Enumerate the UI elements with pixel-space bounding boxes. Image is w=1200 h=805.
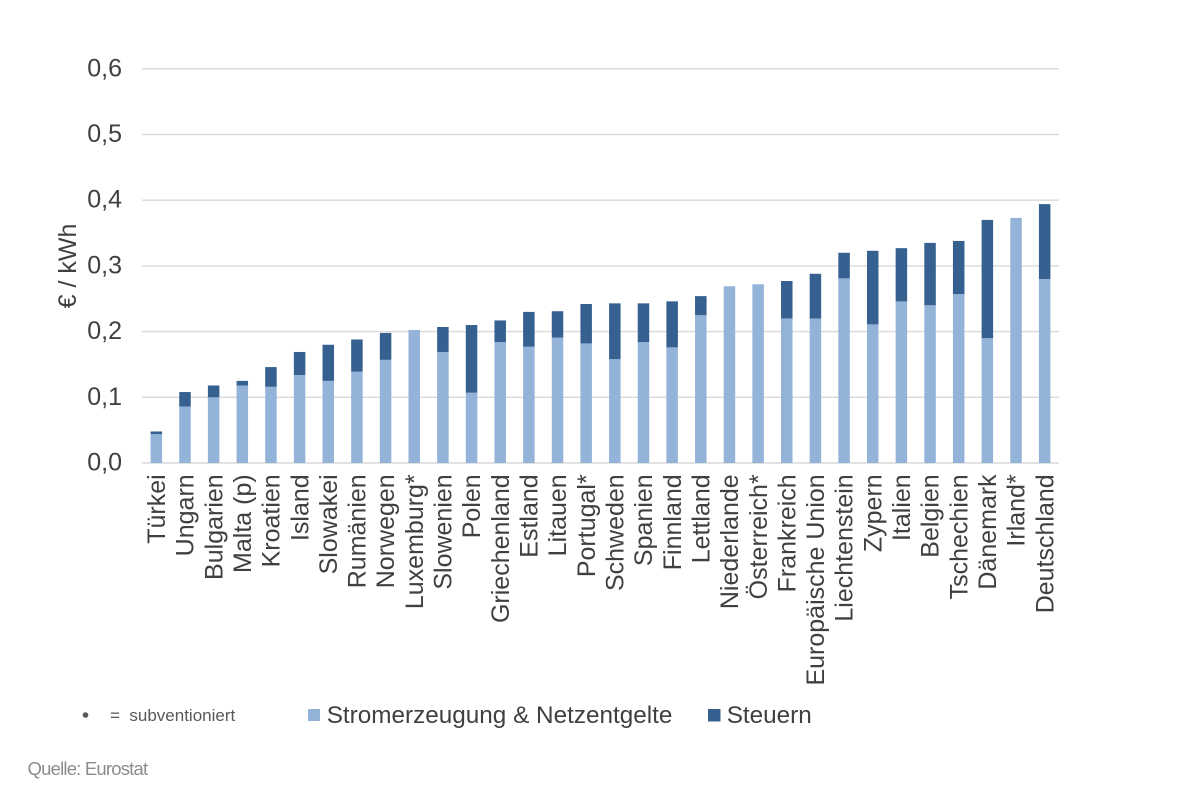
svg-text:0,5: 0,5 [87,120,122,148]
svg-text:Liechtenstein: Liechtenstein [831,474,859,621]
svg-text:Lettland: Lettland [687,474,715,563]
svg-text:0,6: 0,6 [87,54,122,82]
svg-text:Zypern: Zypern [859,474,887,552]
svg-text:Malta (p): Malta (p) [229,474,257,573]
svg-text:Europäische Union: Europäische Union [802,474,830,685]
svg-text:Stromerzeugung & Netzentgelte: Stromerzeugung & Netzentgelte [327,702,673,729]
svg-text:0,3: 0,3 [87,251,122,279]
svg-text:Türkei: Türkei [143,474,171,543]
svg-text:Litauen: Litauen [544,474,572,556]
svg-text:Deutschland: Deutschland [1031,474,1059,613]
svg-text:Bulgarien: Bulgarien [200,474,228,580]
svg-text:Niederlande: Niederlande [716,474,744,609]
svg-text:Belgien: Belgien [917,474,945,557]
svg-text:Spanien: Spanien [630,474,658,566]
svg-text:Finnland: Finnland [659,474,687,570]
svg-text:Rumänien: Rumänien [344,474,372,588]
svg-text:Slowenien: Slowenien [430,474,458,589]
svg-text:€ / kWh: € / kWh [54,224,82,309]
svg-text:0,2: 0,2 [87,317,122,345]
svg-text:0,4: 0,4 [87,186,122,214]
svg-text:0,1: 0,1 [87,383,122,411]
svg-text:= subventioniert: = subventioniert [110,706,235,725]
svg-text:Steuern: Steuern [727,702,812,729]
svg-text:Dänemark: Dänemark [974,474,1002,590]
svg-text:Frankreich: Frankreich [773,474,801,592]
svg-text:Island: Island [286,474,314,541]
svg-text:Tschechien: Tschechien [945,474,973,599]
svg-text:Österreich*: Österreich* [745,474,773,599]
svg-text:Slowakei: Slowakei [315,474,343,574]
svg-text:Luxemburg*: Luxemburg* [401,474,429,609]
svg-text:Ungarn: Ungarn [172,474,200,556]
svg-text:Portugal*: Portugal* [573,474,601,577]
svg-text:Irland*: Irland* [1003,474,1031,547]
svg-text:Norwegen: Norwegen [372,474,400,588]
svg-text:Griechenland: Griechenland [487,474,515,623]
svg-text:Estland: Estland [516,474,544,557]
svg-text:Italien: Italien [888,474,916,541]
svg-text:Polen: Polen [458,474,486,538]
svg-text:0,0: 0,0 [87,449,122,477]
svg-text:Kroatien: Kroatien [258,474,286,567]
svg-text:Quelle: Eurostat: Quelle: Eurostat [28,758,149,779]
svg-text:Schweden: Schweden [601,474,629,591]
